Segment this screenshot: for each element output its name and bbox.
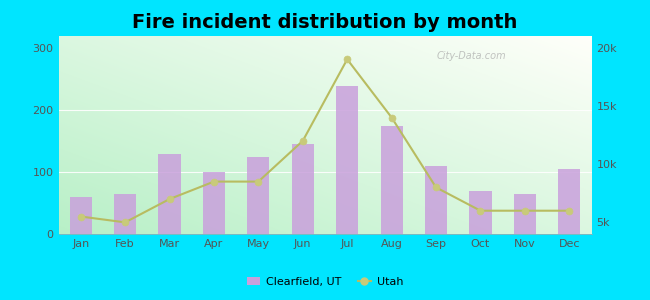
Bar [425, 166, 447, 234]
Bar [203, 172, 225, 234]
Title: Fire incident distribution by month: Fire incident distribution by month [133, 13, 517, 32]
Bar [380, 126, 403, 234]
Bar [469, 191, 491, 234]
Bar [114, 194, 136, 234]
Bar [292, 144, 314, 234]
Bar [514, 194, 536, 234]
Bar [336, 85, 358, 234]
Bar [247, 157, 270, 234]
Text: City-Data.com: City-Data.com [437, 51, 506, 61]
Bar [159, 154, 181, 234]
Bar [558, 169, 580, 234]
Bar [70, 197, 92, 234]
Legend: Clearfield, UT, Utah: Clearfield, UT, Utah [242, 273, 408, 291]
